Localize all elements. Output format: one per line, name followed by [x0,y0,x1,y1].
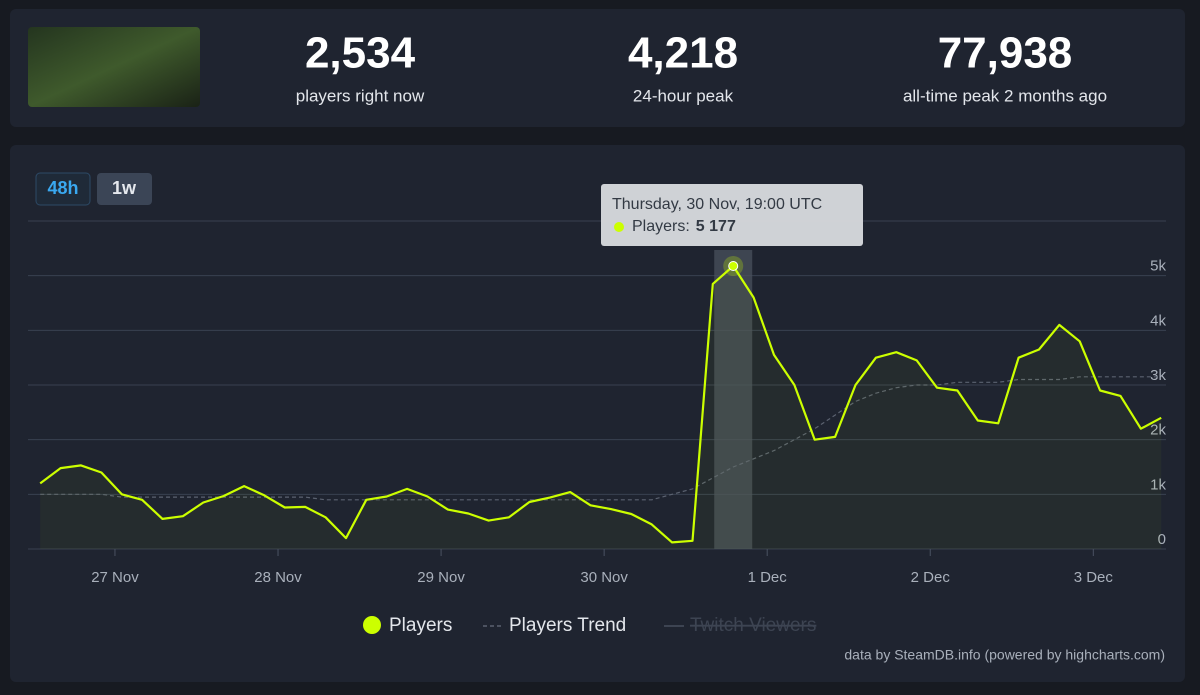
stat-label: all-time peak 2 months ago [903,86,1107,105]
range-button-label[interactable]: 48h [47,178,78,198]
range-button-label[interactable]: 1w [112,178,137,198]
range-button[interactable] [97,173,152,205]
tooltip-series: Players: [632,218,690,235]
game-thumbnail[interactable] [28,27,200,107]
x-tick-label: 27 Nov [91,569,139,586]
stat-value: 77,938 [938,29,1073,78]
x-tick-label: 1 Dec [748,569,788,586]
x-tick-label: 2 Dec [911,569,951,586]
chart-panel [10,145,1185,682]
range-button[interactable] [35,172,91,206]
credits: data by SteamDB.info (powered by highcha… [844,647,1165,663]
y-tick-label: 3k [1150,367,1166,384]
trend-line [40,376,1162,501]
stat-label: 24-hour peak [633,86,734,105]
y-tick-label: 1k [1150,476,1166,493]
tooltip-label: Players: 5 177 [632,218,736,235]
tooltip-value: 5 177 [696,218,736,235]
tooltip-box [601,184,863,246]
area-fill [40,266,1162,549]
legend-marker [363,616,381,634]
legend-label: Players Trend [509,615,626,636]
series-line [39,264,1162,544]
stats-panel [10,9,1185,127]
x-tick-label: 28 Nov [254,569,302,586]
x-tick-label: 3 Dec [1074,569,1114,586]
stat-value: 4,218 [628,29,738,78]
legend-label[interactable]: Twitch Viewers [690,615,816,636]
y-tick-label: 2k [1150,422,1166,439]
x-tick-label: 30 Nov [580,569,628,586]
x-tick-label: 29 Nov [417,569,465,586]
point [728,260,739,271]
tooltip-marker [614,222,624,232]
stat-value: 2,534 [305,29,416,78]
y-tick-label: 4k [1150,312,1166,329]
tooltip-title: Thursday, 30 Nov, 19:00 UTC [612,196,822,213]
stat-label: players right now [296,86,425,105]
legend-label: Players [389,615,452,636]
y-tick-label: 0 [1158,531,1166,548]
hover-band [714,249,753,549]
y-tick-label: 5k [1150,258,1166,275]
